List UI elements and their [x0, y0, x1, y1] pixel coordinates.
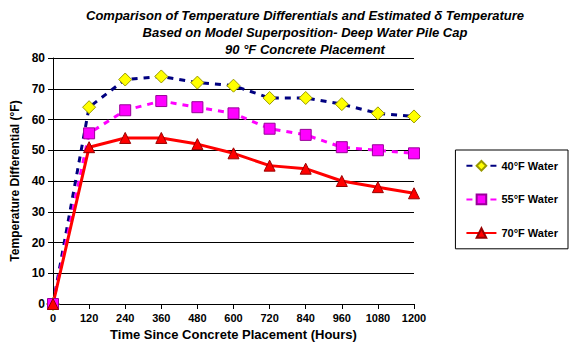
- svg-text:40°F Water: 40°F Water: [501, 160, 558, 172]
- svg-text:Temperature Differential (°F): Temperature Differential (°F): [8, 100, 22, 261]
- svg-text:Based on Model Superposition-: Based on Model Superposition- Deep Water…: [143, 25, 468, 40]
- svg-text:80: 80: [32, 51, 46, 65]
- svg-text:30: 30: [32, 205, 46, 219]
- svg-text:1080: 1080: [366, 312, 390, 324]
- svg-text:1200: 1200: [402, 312, 426, 324]
- svg-text:10: 10: [32, 266, 46, 280]
- svg-text:0: 0: [38, 297, 45, 311]
- svg-text:240: 240: [116, 312, 134, 324]
- svg-text:Comparison of Temperature Diff: Comparison of Temperature Differentials …: [86, 8, 524, 23]
- svg-text:840: 840: [297, 312, 315, 324]
- svg-text:60: 60: [32, 113, 46, 127]
- svg-text:20: 20: [32, 236, 46, 250]
- svg-text:50: 50: [32, 143, 46, 157]
- svg-text:480: 480: [188, 312, 206, 324]
- svg-text:600: 600: [224, 312, 242, 324]
- svg-text:960: 960: [333, 312, 351, 324]
- svg-text:55°F Water: 55°F Water: [501, 193, 558, 205]
- svg-text:360: 360: [152, 312, 170, 324]
- svg-text:70°F Water: 70°F Water: [501, 227, 558, 239]
- svg-text:720: 720: [260, 312, 278, 324]
- svg-text:70: 70: [32, 82, 46, 96]
- svg-text:0: 0: [50, 312, 56, 324]
- svg-text:120: 120: [80, 312, 98, 324]
- svg-text:40: 40: [32, 174, 46, 188]
- svg-text:Time Since Concrete Placement: Time Since Concrete Placement (Hours): [110, 327, 357, 342]
- svg-text:90 °F Concrete Placement: 90 °F Concrete Placement: [225, 42, 385, 57]
